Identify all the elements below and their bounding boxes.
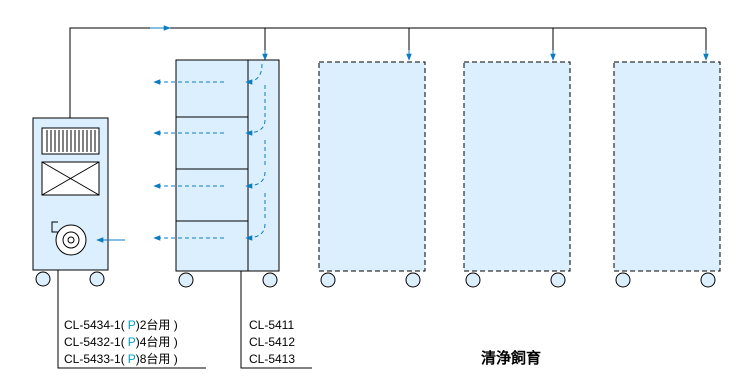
pre-filter-icon	[41, 161, 100, 196]
rearing-rack-3	[463, 61, 571, 288]
diagram-title: 清浄飼育	[481, 349, 541, 367]
blower-fan-icon	[51, 221, 87, 256]
caster-wheel-icon	[178, 272, 194, 288]
left-label-leader	[57, 270, 206, 369]
caster-wheel-icon	[700, 272, 716, 288]
rack-label-3: CL-5413	[249, 352, 295, 366]
air-duct	[69, 25, 709, 118]
rearing-rack-2	[318, 61, 426, 288]
airflow-arrows	[153, 63, 266, 241]
caster-wheel-icon	[405, 272, 421, 288]
caster-wheel-icon	[262, 272, 278, 288]
caster-wheel-icon	[615, 272, 631, 288]
rack-label-2: CL-5412	[249, 335, 295, 349]
caster-wheel-icon	[89, 271, 105, 287]
left-label-2: CL-5432-1(P)4台用 )	[64, 334, 178, 349]
caster-wheel-icon	[550, 272, 566, 288]
rack-label-leader	[240, 271, 312, 369]
air-supply-unit	[32, 117, 125, 287]
left-label-3: CL-5433-1(P)8台用 )	[64, 351, 178, 366]
rearing-rack-1	[153, 59, 280, 288]
caster-wheel-icon	[465, 272, 481, 288]
rearing-rack-4	[613, 61, 721, 288]
rack-label-1: CL-5411	[249, 318, 294, 332]
left-label-1: CL-5434-1(P)2台用 )	[64, 317, 178, 332]
hepa-filter-icon	[41, 127, 100, 155]
caster-wheel-icon	[320, 272, 336, 288]
caster-wheel-icon	[35, 271, 51, 287]
